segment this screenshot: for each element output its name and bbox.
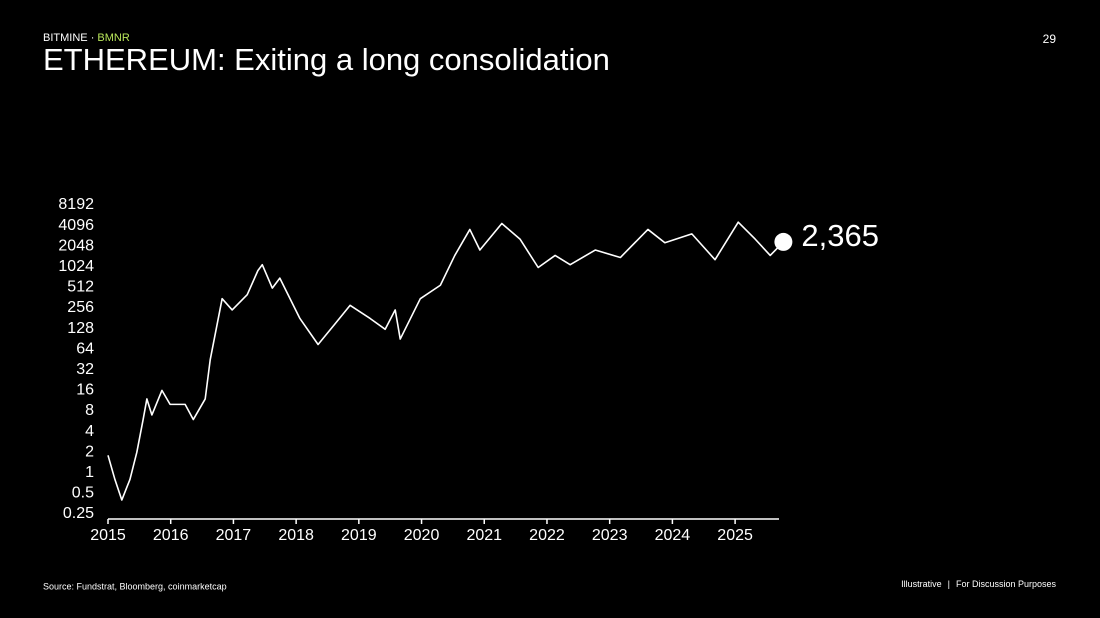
x-tick-label: 2020 <box>404 527 440 544</box>
x-tick-label: 2025 <box>717 527 753 544</box>
y-tick-label: 256 <box>67 299 94 316</box>
y-tick-label: 2 <box>85 443 94 460</box>
x-tick-label: 2022 <box>529 527 565 544</box>
y-tick-label: 8 <box>85 402 94 419</box>
x-tick-label: 2016 <box>153 527 189 544</box>
y-tick-label: 0.25 <box>63 505 94 522</box>
y-tick-label: 8192 <box>58 196 94 213</box>
x-tick-label: 2019 <box>341 527 377 544</box>
x-tick-label: 2018 <box>278 527 314 544</box>
note: Illustrative <box>901 579 942 589</box>
chart: 0.25 0.5 1 2 4 8 16 32 64 128 256 512 1024 2048 4096 81… <box>58 196 879 544</box>
x-tick-label: 2024 <box>655 527 691 544</box>
y-tick-label: 2048 <box>58 237 94 254</box>
brand: BITMINE <box>43 32 88 44</box>
disclaimer: Illustrative | For Discussion Purposes <box>901 579 1056 589</box>
price-line <box>107 221 784 501</box>
value-label: 2,365 <box>801 218 879 253</box>
y-tick-label: 0.5 <box>72 485 94 502</box>
purpose: For Discussion Purposes <box>956 579 1057 589</box>
x-tick-label: 2017 <box>216 527 252 544</box>
slide-title: ETHEREUM: Exiting a long consolidation <box>43 42 610 77</box>
y-tick-label: 4096 <box>58 217 94 234</box>
x-tick-label: 2015 <box>90 527 126 544</box>
page-number: 29 <box>1043 32 1057 46</box>
note-separator: | <box>948 579 950 589</box>
y-tick-label: 16 <box>76 382 94 399</box>
ticker: BMNR <box>97 32 129 44</box>
y-tick-label: 512 <box>67 279 94 296</box>
y-tick-label: 1 <box>85 464 94 481</box>
source: Source: Fundstrat, Bloomberg, coinmarket… <box>43 581 227 591</box>
x-tick-label: 2021 <box>466 527 502 544</box>
x-tick-label: 2023 <box>592 527 628 544</box>
header-brand: BITMINE · BMNR <box>43 32 130 44</box>
y-tick-label: 128 <box>67 320 94 337</box>
y-tick-label: 4 <box>85 423 94 440</box>
end-point <box>774 232 793 251</box>
y-tick-label: 1024 <box>58 258 94 275</box>
y-tick-label: 32 <box>76 361 94 378</box>
brand-separator: · <box>91 32 95 44</box>
y-tick-label: 64 <box>76 340 94 357</box>
